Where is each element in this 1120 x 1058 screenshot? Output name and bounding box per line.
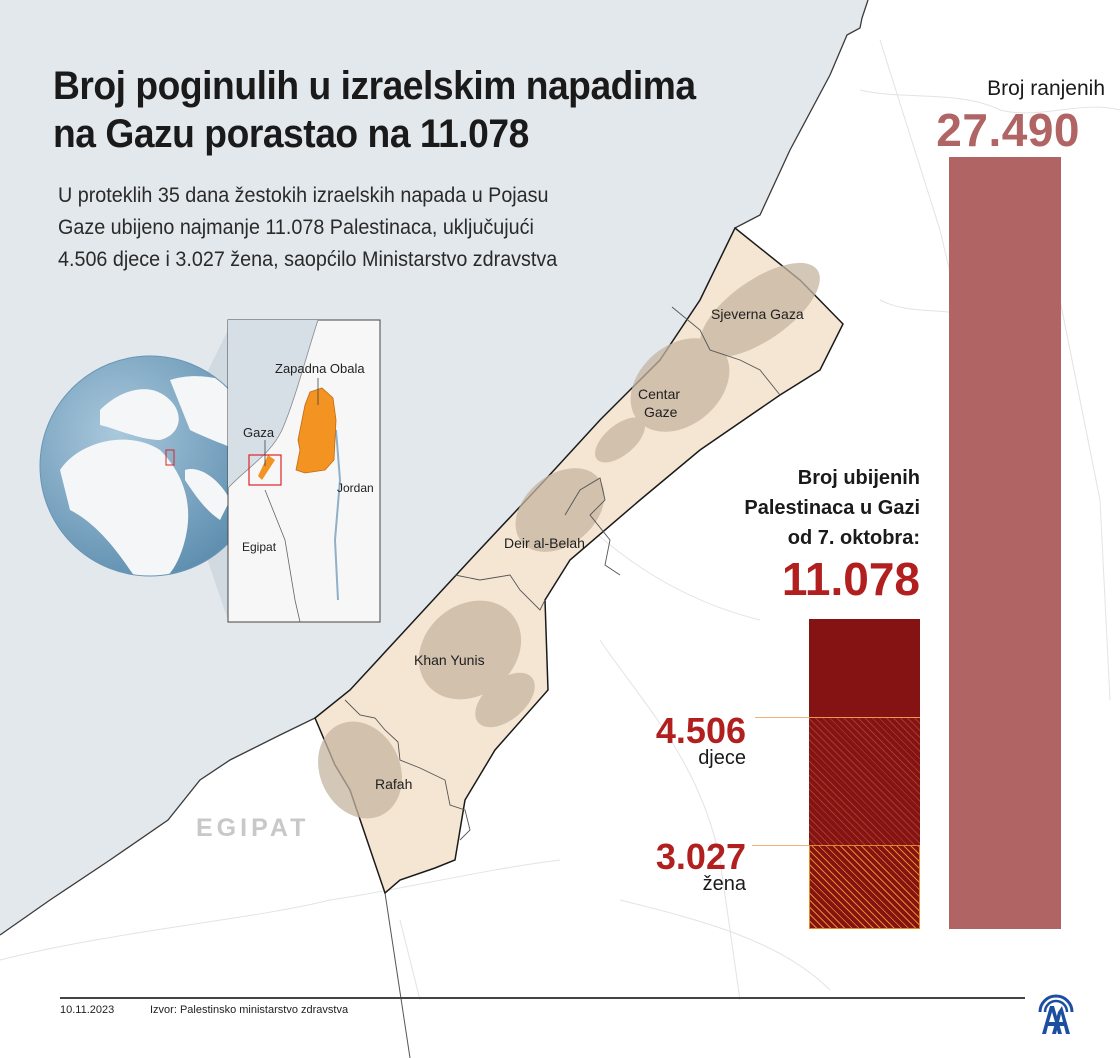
- subtitle-line-3: 4.506 djece i 3.027 žena, saopćilo Minis…: [58, 248, 558, 271]
- inset-label-jordan: Jordan: [337, 481, 374, 495]
- killed-label: Broj ubijenih Palestinaca u Gazi od 7. o…: [640, 463, 920, 553]
- wounded-label: Broj ranjenih: [987, 77, 1105, 100]
- west-bank-shape: [295, 387, 337, 474]
- children-label: djece: [698, 747, 746, 769]
- inset-label-gaza: Gaza: [243, 425, 275, 440]
- page-title: Broj poginulih u izraelskim napadima na …: [53, 62, 778, 158]
- region-label-khan-yunis: Khan Yunis: [414, 652, 485, 668]
- inset-label-egypt: Egipat: [242, 540, 277, 554]
- killed-bar-other: [809, 619, 920, 717]
- footer-divider: [60, 997, 1025, 999]
- children-leader-line: [755, 717, 809, 718]
- region-label-gaza-city-2: Gaze: [644, 404, 678, 420]
- region-label-deir-al-belah: Deir al-Belah: [504, 535, 585, 551]
- inset-label-west-bank: Zapadna Obala: [275, 361, 365, 376]
- aa-logo-icon: [1038, 994, 1074, 1034]
- subtitle-line-2: Gaze ubijeno najmanje 11.078 Palestinaca…: [58, 216, 534, 239]
- sea: [0, 0, 868, 935]
- region-label-rafah: Rafah: [375, 776, 413, 792]
- killed-value: 11.078: [781, 553, 920, 605]
- killed-label-line-1: Broj ubijenih: [797, 467, 920, 489]
- wounded-value: 27.490: [936, 104, 1080, 156]
- women-label: žena: [702, 873, 746, 895]
- title-line-2: na Gazu porastao na 11.078: [53, 112, 529, 156]
- footer-date: 10.11.2023: [60, 1004, 115, 1016]
- killed-bar-women: [809, 845, 920, 929]
- children-value: 4.506: [655, 710, 746, 751]
- killed-label-line-3: od 7. oktobra:: [787, 527, 920, 549]
- wounded-bar: [949, 157, 1061, 929]
- killed-bar-children: [809, 717, 920, 845]
- country-label-egypt: EGIPAT: [196, 814, 310, 842]
- title-line-1: Broj poginulih u izraelskim napadima: [53, 64, 696, 108]
- women-leader-line: [752, 845, 809, 846]
- subtitle: U proteklih 35 dana žestokih izraelskih …: [58, 180, 697, 276]
- women-value: 3.027: [655, 836, 746, 877]
- killed-label-line-2: Palestinaca u Gazi: [744, 497, 920, 519]
- footer-source: Izvor: Palestinsko ministarstvo zdravstv…: [150, 1004, 349, 1016]
- region-label-gaza-city-1: Centar: [638, 386, 681, 402]
- subtitle-line-1: U proteklih 35 dana žestokih izraelskih …: [58, 184, 549, 207]
- globe-marker: [165, 449, 175, 466]
- region-label-north-gaza: Sjeverna Gaza: [711, 306, 804, 322]
- gaza-shape: [258, 455, 275, 480]
